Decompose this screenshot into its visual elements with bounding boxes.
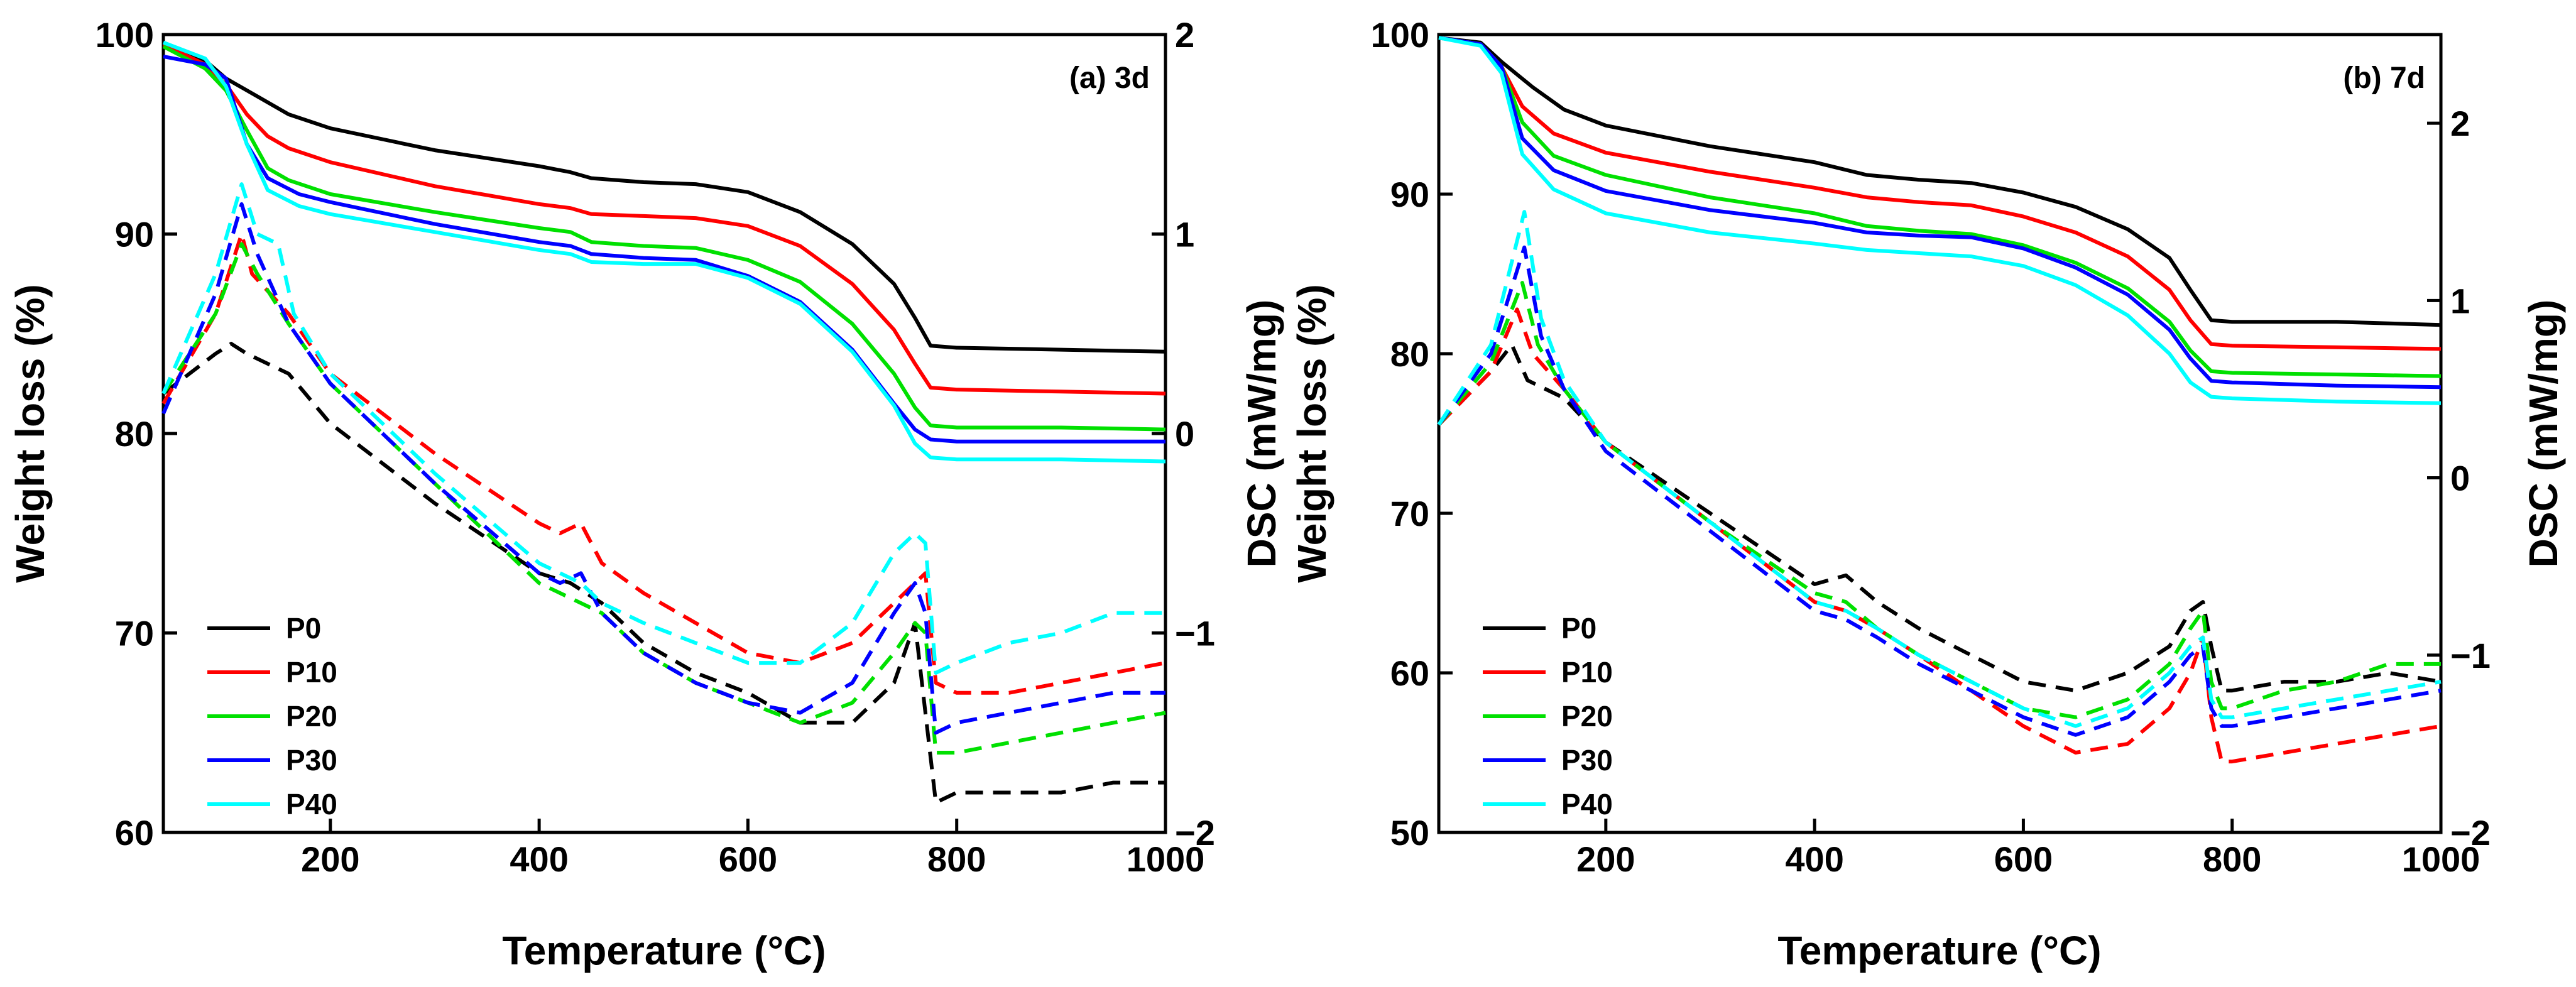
y-left-tick-label: 100	[1371, 15, 1429, 55]
y-right-tick-label: 1	[1175, 215, 1194, 254]
panel-b-7d: 200 400 600 800 1000 50 60 70 80 90 100 −2 −1 0 1 2 (b)…	[1289, 15, 2566, 973]
y-left-tick-label: 80	[1390, 334, 1429, 374]
tg-series-p20	[1438, 36, 2442, 378]
y-left-tick-label: 100	[96, 15, 154, 55]
x-tick-label: 1000	[2402, 839, 2480, 879]
y-right-tick-label: 2	[1175, 15, 1194, 55]
panel-a-3d: 200 400 600 800 1000 60 70 80 90 100 −2 −1 0 1 2 (a) 3…	[8, 15, 1284, 973]
tg-series-p30	[163, 54, 1165, 444]
legend-label-p0: P0	[1561, 612, 1596, 645]
y-right-tick-label: −2	[2450, 813, 2491, 853]
y-left-tick-label: 70	[1390, 494, 1429, 533]
x-axis-title: Temperature (°C)	[1777, 928, 2101, 973]
y-left-tick-label: 90	[115, 215, 154, 254]
legend-label-p30: P30	[1561, 744, 1613, 777]
x-tick-label: 400	[1785, 839, 1843, 879]
y-left-tick-label: 90	[1390, 175, 1429, 214]
x-tick-label: 600	[719, 839, 777, 879]
y-left-tick-label: 60	[115, 813, 154, 853]
y-right-tick-label: 0	[2450, 459, 2470, 498]
x-tick-label: 800	[927, 839, 986, 879]
legend-label-p10: P10	[286, 656, 337, 689]
legend-label-p20: P20	[286, 700, 337, 733]
tg-series-p10	[1438, 36, 2442, 351]
tg-series-p30	[1438, 36, 2442, 390]
legend-label-p40: P40	[1561, 788, 1613, 821]
legend-label-p0: P0	[286, 612, 321, 645]
legend-label-p10: P10	[1561, 656, 1613, 689]
y-left-tick-label: 60	[1390, 653, 1429, 693]
dsc-series-p40	[1437, 210, 2442, 728]
y-right-tick-label: 1	[2450, 281, 2470, 320]
legend: P0 P10 P20 P30 P40	[207, 612, 337, 821]
x-tick-label: 200	[1576, 839, 1635, 879]
tg-series-p20	[162, 45, 1166, 432]
y-right-tick-label: −1	[1175, 614, 1215, 653]
y-right-tick-label: −1	[2450, 636, 2491, 675]
x-tick-label: 400	[510, 839, 568, 879]
dsc-series-p30	[161, 202, 1165, 735]
tg-series-p0	[1438, 36, 2442, 327]
y-right-tick-label: 2	[2450, 104, 2470, 143]
y-left-tick-label: 70	[115, 614, 154, 653]
dsc-series-p10	[161, 232, 1166, 695]
y-axis-right-title: DSC (mW/mg)	[1239, 300, 1284, 568]
y-axis-left-title: Weight loss (%)	[1289, 284, 1334, 582]
y-left-tick-label: 80	[115, 414, 154, 454]
y-left-tick-label: 50	[1390, 813, 1429, 853]
dsc-series-p40	[161, 182, 1165, 675]
tg-series-p0	[162, 40, 1166, 354]
x-tick-label: 200	[301, 839, 359, 879]
x-axis-title: Temperature (°C)	[502, 928, 826, 973]
dsc-series-p30	[1437, 245, 2442, 737]
dsc-series-p10	[1437, 307, 2442, 764]
x-tick-label: 800	[2203, 839, 2261, 879]
legend-label-p20: P20	[1561, 700, 1613, 733]
dsc-series-p0	[162, 342, 1165, 805]
y-axis-right-title: DSC (mW/mg)	[2521, 300, 2566, 568]
tg-series-p10	[162, 43, 1166, 396]
x-tick-label: 1000	[1127, 839, 1205, 879]
legend-label-p40: P40	[286, 788, 337, 821]
legend: P0 P10 P20 P30 P40	[1483, 612, 1613, 821]
y-right-tick-label: −2	[1175, 813, 1215, 853]
y-right-tick-label: 0	[1175, 414, 1194, 454]
y-axis-left-title: Weight loss (%)	[8, 284, 53, 582]
x-tick-label: 600	[1994, 839, 2053, 879]
plot-frame	[1437, 33, 2443, 834]
tg-series-p40	[162, 40, 1166, 464]
tg-series-p40	[1438, 36, 2442, 405]
legend-label-p30: P30	[286, 744, 337, 777]
panel-label: (a) 3d	[1069, 62, 1150, 95]
dsc-series-p0	[1437, 342, 2442, 693]
panel-label: (b) 7d	[2343, 62, 2425, 95]
